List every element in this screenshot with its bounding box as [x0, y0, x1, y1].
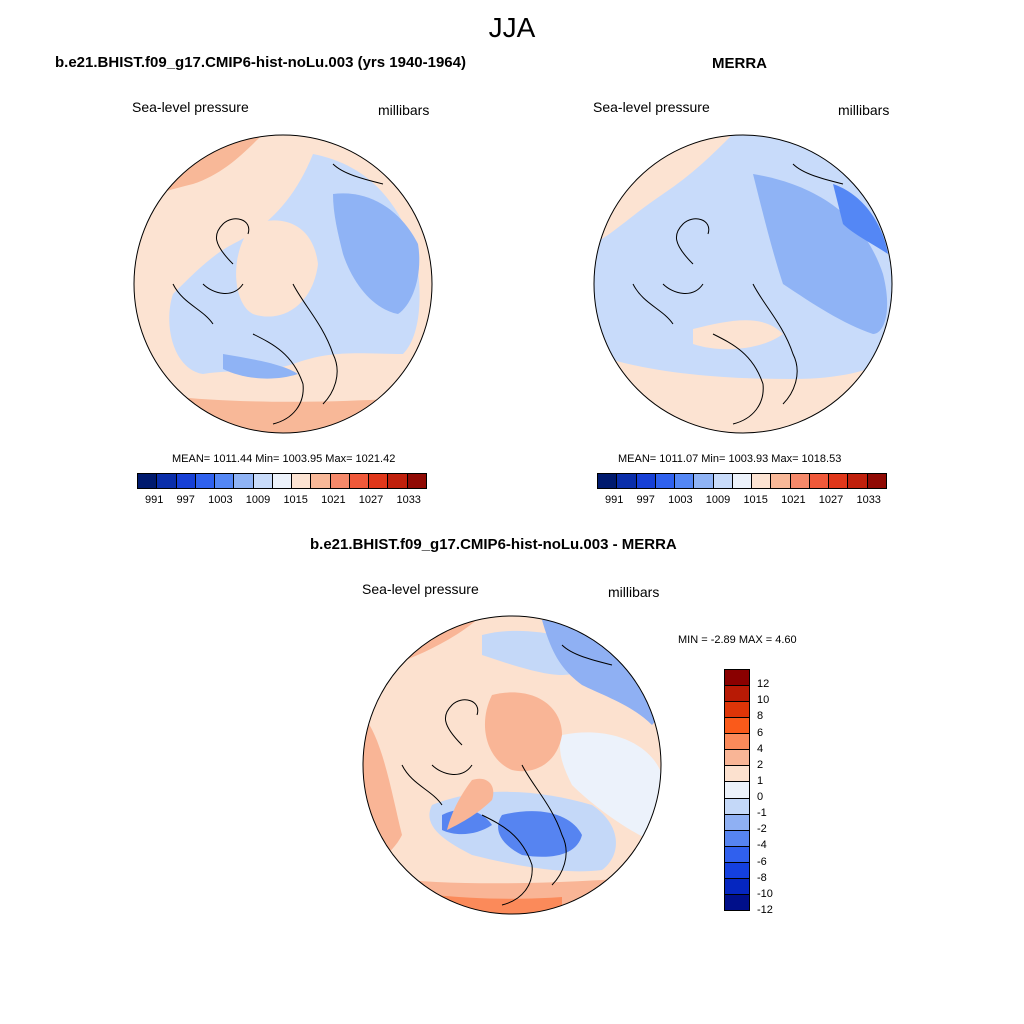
- colorbar-swatch: [725, 686, 749, 703]
- colorbar-swatch: [790, 474, 810, 488]
- colorbar-swatch: [138, 474, 158, 488]
- panel-1-map: [133, 134, 433, 434]
- panel-1-title: b.e21.BHIST.f09_g17.CMIP6-hist-noLu.003 …: [55, 54, 466, 71]
- colorbar-label: 1: [757, 774, 764, 787]
- colorbar-swatch: [713, 474, 733, 488]
- panel-2-units: millibars: [838, 102, 890, 118]
- panel-3-title: b.e21.BHIST.f09_g17.CMIP6-hist-noLu.003 …: [310, 536, 677, 553]
- colorbar-label: 1015: [283, 494, 308, 506]
- colorbar-swatch: [725, 878, 749, 895]
- colorbar-label: 991: [145, 494, 164, 506]
- colorbar-label: -10: [757, 887, 773, 900]
- panel-2-colorbar: [597, 473, 887, 489]
- colorbar-swatch: [311, 474, 331, 488]
- colorbar-swatch: [848, 474, 868, 488]
- panel-2-variable: Sea-level pressure: [593, 99, 710, 115]
- colorbar-label: 1009: [705, 494, 731, 506]
- colorbar-swatch: [829, 474, 849, 488]
- season-title: JJA: [488, 12, 536, 43]
- colorbar-swatch: [771, 474, 791, 488]
- colorbar-label: 0: [757, 791, 764, 804]
- panel-1-stats: MEAN= 1011.44 Min= 1003.95 Max= 1021.42: [172, 453, 396, 465]
- colorbar-label: 991: [605, 494, 624, 506]
- colorbar-label: 6: [757, 726, 764, 739]
- colorbar-swatch: [725, 718, 749, 735]
- colorbar-swatch: [725, 734, 749, 751]
- colorbar-label: -1: [757, 807, 767, 820]
- colorbar-label: 997: [636, 494, 655, 506]
- colorbar-swatch: [725, 846, 749, 863]
- colorbar-swatch: [725, 894, 749, 910]
- colorbar-label: 1021: [781, 494, 806, 506]
- colorbar-label: 1033: [396, 494, 421, 506]
- panel-1-colorbar-labels: 991 997 1003 1009 1015 1021 1027 1033: [145, 494, 421, 506]
- colorbar-swatch: [725, 798, 749, 815]
- colorbar-swatch: [725, 702, 749, 719]
- colorbar-swatch: [234, 474, 254, 488]
- colorbar-swatch: [725, 782, 749, 799]
- colorbar-swatch: [809, 474, 830, 488]
- panel-3-map: [362, 615, 662, 915]
- panel-2-title: MERRA: [712, 55, 767, 72]
- colorbar-swatch: [157, 474, 177, 488]
- colorbar-swatch: [725, 830, 749, 847]
- colorbar-swatch: [617, 474, 637, 488]
- colorbar-swatch: [330, 474, 350, 488]
- colorbar-label: 2: [757, 758, 764, 771]
- colorbar-label: 1033: [856, 494, 881, 506]
- colorbar-swatch: [725, 766, 749, 783]
- colorbar-swatch: [349, 474, 370, 488]
- colorbar-label: -8: [757, 871, 767, 884]
- panel-3-units: millibars: [608, 584, 660, 600]
- colorbar-label: 10: [757, 694, 770, 707]
- colorbar-swatch: [272, 474, 293, 488]
- panel-3-colorbar-labels: 12 10 8 6 4 2 1 0 -1 -2 -4 -6 -8 -10 -12: [757, 669, 797, 916]
- colorbar-swatch: [725, 814, 749, 831]
- colorbar-swatch: [725, 750, 749, 767]
- colorbar-swatch: [253, 474, 273, 488]
- colorbar-swatch: [292, 474, 312, 488]
- colorbar-swatch: [694, 474, 714, 488]
- colorbar-swatch: [725, 670, 749, 687]
- colorbar-label: -6: [757, 855, 767, 868]
- colorbar-swatch: [655, 474, 676, 488]
- colorbar-label: 1003: [668, 494, 693, 506]
- colorbar-swatch: [407, 474, 426, 488]
- colorbar-label: 12: [757, 678, 770, 691]
- panel-1-variable: Sea-level pressure: [132, 99, 249, 115]
- colorbar-swatch: [675, 474, 695, 488]
- colorbar-label: 1027: [358, 494, 384, 506]
- panel-3-colorbar: [724, 669, 750, 911]
- panel-2-map: [593, 134, 893, 434]
- colorbar-swatch: [195, 474, 216, 488]
- colorbar-label: 1015: [743, 494, 768, 506]
- colorbar-swatch: [388, 474, 408, 488]
- panel-3-variable: Sea-level pressure: [362, 581, 479, 597]
- colorbar-swatch: [752, 474, 772, 488]
- colorbar-swatch: [176, 474, 196, 488]
- colorbar-label: 8: [757, 710, 764, 723]
- colorbar-swatch: [369, 474, 389, 488]
- colorbar-swatch: [867, 474, 886, 488]
- colorbar-label: 1021: [321, 494, 346, 506]
- colorbar-swatch: [636, 474, 656, 488]
- colorbar-label: -4: [757, 839, 767, 852]
- panel-2-colorbar-labels: 991 997 1003 1009 1015 1021 1027 1033: [605, 494, 881, 506]
- panel-2-stats: MEAN= 1011.07 Min= 1003.93 Max= 1018.53: [618, 453, 842, 465]
- colorbar-label: 4: [757, 742, 764, 755]
- colorbar-swatch: [598, 474, 618, 488]
- colorbar-label: -12: [757, 904, 773, 916]
- colorbar-label: 1003: [208, 494, 233, 506]
- colorbar-swatch: [732, 474, 753, 488]
- panel-3-stats: MIN = -2.89 MAX = 4.60: [678, 634, 797, 646]
- panel-1-colorbar: [137, 473, 427, 489]
- panel-1-units: millibars: [378, 102, 430, 118]
- colorbar-swatch: [215, 474, 235, 488]
- colorbar-swatch: [725, 862, 749, 879]
- colorbar-label: 997: [176, 494, 195, 506]
- colorbar-label: 1009: [245, 494, 271, 506]
- colorbar-label: 1027: [818, 494, 844, 506]
- colorbar-label: -2: [757, 823, 767, 836]
